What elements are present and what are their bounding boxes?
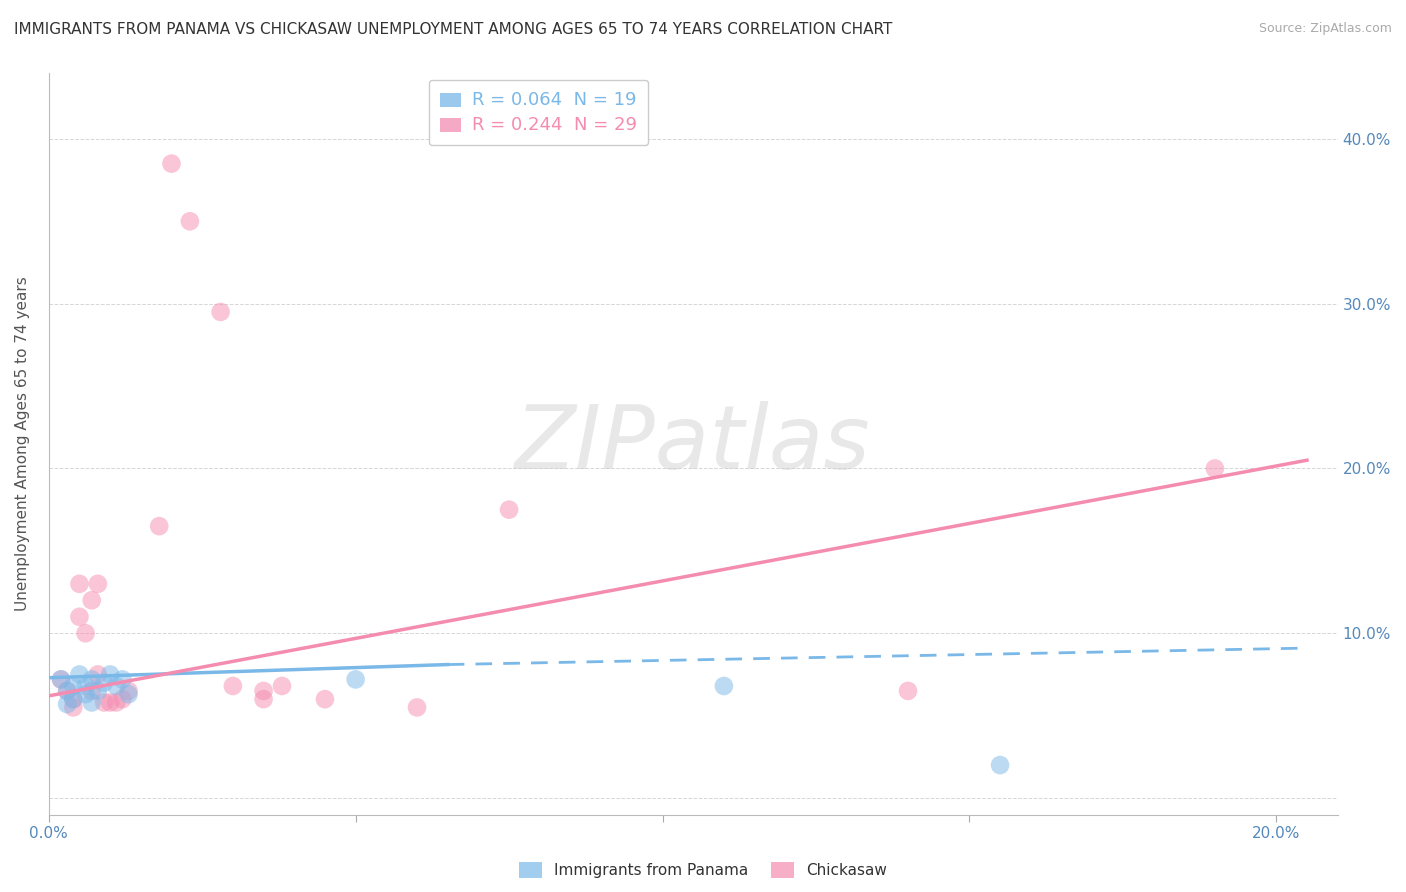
Point: [62, 700, 84, 714]
Point: [111, 692, 134, 706]
Point: [80, 673, 103, 687]
Point: [62, 692, 84, 706]
Point: [93, 696, 115, 710]
Point: [62, 679, 84, 693]
Point: [222, 679, 245, 693]
Point: [105, 679, 128, 693]
Point: [897, 684, 920, 698]
Text: ZIPatlas: ZIPatlas: [516, 401, 870, 487]
Point: [67, 667, 90, 681]
Point: [67, 577, 90, 591]
Point: [75, 687, 97, 701]
Y-axis label: Unemployment Among Ages 65 to 74 years: Unemployment Among Ages 65 to 74 years: [15, 277, 30, 611]
Point: [271, 679, 294, 693]
Point: [93, 675, 115, 690]
Point: [75, 679, 97, 693]
Point: [148, 519, 170, 533]
Point: [314, 692, 336, 706]
Point: [75, 626, 97, 640]
Point: [80, 684, 103, 698]
Point: [49, 673, 72, 687]
Legend: Immigrants from Panama, Chickasaw: Immigrants from Panama, Chickasaw: [513, 856, 893, 884]
Point: [98, 667, 121, 681]
Point: [117, 684, 139, 698]
Point: [988, 758, 1011, 772]
Text: IMMIGRANTS FROM PANAMA VS CHICKASAW UNEMPLOYMENT AMONG AGES 65 TO 74 YEARS CORRE: IMMIGRANTS FROM PANAMA VS CHICKASAW UNEM…: [14, 22, 893, 37]
Point: [56, 697, 79, 711]
Point: [105, 696, 128, 710]
Point: [117, 687, 139, 701]
Point: [713, 679, 735, 693]
Point: [56, 684, 79, 698]
Point: [87, 667, 110, 681]
Point: [1204, 461, 1226, 475]
Text: Source: ZipAtlas.com: Source: ZipAtlas.com: [1258, 22, 1392, 36]
Point: [87, 684, 110, 698]
Point: [344, 673, 367, 687]
Point: [179, 214, 201, 228]
Point: [209, 305, 232, 319]
Point: [67, 609, 90, 624]
Point: [56, 684, 79, 698]
Point: [98, 696, 121, 710]
Point: [62, 692, 84, 706]
Point: [252, 684, 274, 698]
Point: [498, 502, 520, 516]
Legend: R = 0.064  N = 19, R = 0.244  N = 29: R = 0.064 N = 19, R = 0.244 N = 29: [429, 80, 648, 145]
Point: [87, 577, 110, 591]
Point: [80, 696, 103, 710]
Point: [252, 692, 274, 706]
Point: [406, 700, 429, 714]
Point: [111, 673, 134, 687]
Point: [80, 593, 103, 607]
Point: [49, 673, 72, 687]
Point: [160, 156, 183, 170]
